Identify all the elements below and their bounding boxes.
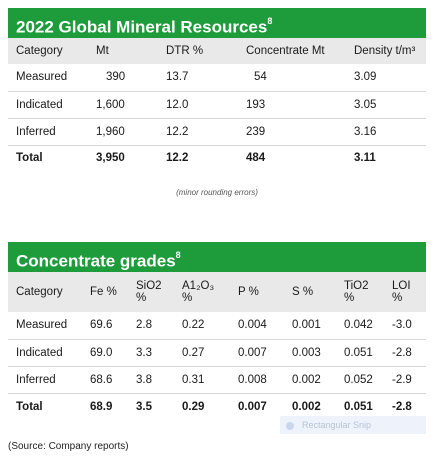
table-cell: 0.27 [174, 339, 230, 367]
table-cell: 69.0 [82, 339, 128, 367]
table-cell: 0.002 [292, 400, 321, 413]
table-header-row: Category Mt DTR % Concentrate Mt Density… [8, 38, 426, 64]
table-total-row: Total 3,950 12.2 484 3.11 [8, 145, 426, 171]
column-header: Density t/m³ [354, 45, 416, 57]
table-cell: Inferred [8, 118, 88, 146]
table-cell: 0.051 [344, 400, 373, 413]
table-row: Inferred 1,960 12.2 239 3.16 [8, 118, 426, 146]
table-cell: 2.8 [128, 312, 174, 340]
table-cell: 3.05 [346, 91, 426, 119]
table-cell: 0.004 [230, 312, 284, 340]
source-note: (Source: Company reports) [8, 441, 129, 452]
concentrate-grades-title: Concentrate grades8 [8, 242, 426, 272]
table-cell: Indicated [8, 339, 82, 367]
table-cell: 0.31 [174, 366, 230, 394]
table-cell: 54 [238, 64, 346, 92]
column-header: Category [16, 45, 63, 57]
table-cell: 3.16 [346, 118, 426, 146]
table-cell: 239 [238, 118, 346, 146]
concentrate-grades-table: Category Fe % SiO2% A1₂O₃% P % S % TiO2%… [8, 272, 426, 420]
table-cell: 1,600 [88, 91, 158, 119]
table-cell: 0.007 [238, 400, 267, 413]
table-cell: -3.0 [384, 312, 426, 340]
table-cell: 0.008 [230, 366, 284, 394]
table-cell: 1,960 [88, 118, 158, 146]
table-cell: 3.11 [354, 152, 376, 165]
table-cell: 0.003 [284, 339, 336, 367]
table-cell: Inferred [8, 366, 82, 394]
column-header: SiO2% [136, 280, 162, 304]
table-row: Inferred 68.6 3.8 0.31 0.008 0.002 0.052… [8, 366, 426, 394]
table-cell: 390 [88, 64, 158, 92]
table-cell: 0.052 [336, 366, 384, 394]
table-cell: 0.051 [336, 339, 384, 367]
column-header: Concentrate Mt [246, 45, 325, 57]
table-cell: 0.002 [284, 366, 336, 394]
concentrate-grades-panel: Concentrate grades8 Category Fe % SiO2% … [8, 242, 426, 420]
table-cell: 68.9 [90, 400, 113, 413]
table-cell: 69.6 [82, 312, 128, 340]
table-cell: 3.5 [136, 400, 152, 413]
table-cell: 0.22 [174, 312, 230, 340]
table-cell: 12.0 [158, 91, 238, 119]
column-header: LOI% [392, 280, 411, 304]
table-cell: Total [16, 400, 43, 413]
mineral-resources-table: Category Mt DTR % Concentrate Mt Density… [8, 38, 426, 171]
table-cell: 3.3 [128, 339, 174, 367]
table-cell: 3.09 [346, 64, 426, 92]
table-cell: -2.8 [392, 400, 412, 413]
mineral-resources-title: 2022 Global Mineral Resources8 [8, 8, 426, 38]
table-row: Indicated 69.0 3.3 0.27 0.007 0.003 0.05… [8, 339, 426, 367]
table-cell: 0.042 [336, 312, 384, 340]
column-header: P % [238, 286, 259, 298]
mineral-resources-panel: 2022 Global Mineral Resources8 Category … [8, 8, 426, 197]
rounding-note: (minor rounding errors) [176, 188, 258, 197]
table-row: Indicated 1,600 12.0 193 3.05 [8, 91, 426, 119]
table-cell: 12.2 [158, 118, 238, 146]
table-cell: 13.7 [158, 64, 238, 92]
table-cell: 0.29 [182, 400, 205, 413]
table-row: Measured 69.6 2.8 0.22 0.004 0.001 0.042… [8, 312, 426, 340]
table-cell: 193 [238, 91, 346, 119]
table-header-row: Category Fe % SiO2% A1₂O₃% P % S % TiO2%… [8, 272, 426, 312]
table-cell: -2.8 [384, 339, 426, 367]
table-cell: 68.6 [82, 366, 128, 394]
snip-icon [286, 421, 294, 430]
column-header: Category [16, 286, 63, 298]
table-cell: 3.8 [128, 366, 174, 394]
table-cell: 0.007 [230, 339, 284, 367]
snip-label: Rectangular Snip [302, 420, 372, 430]
table-cell: Measured [8, 312, 82, 340]
rectangular-snip-tooltip: Rectangular Snip [280, 416, 426, 434]
column-header: A1₂O₃% [182, 280, 215, 304]
table-cell: Total [16, 152, 43, 165]
table-cell: 0.001 [284, 312, 336, 340]
table-cell: 3,950 [96, 152, 125, 165]
table-row: Measured 390 13.7 54 3.09 [8, 64, 426, 92]
column-header: DTR % [166, 45, 204, 57]
table-cell: Measured [8, 64, 88, 92]
table-cell: -2.9 [384, 366, 426, 394]
column-header: Mt [96, 45, 109, 57]
column-header: Fe % [90, 286, 117, 298]
column-header: TiO2% [344, 280, 369, 304]
table-cell: Indicated [8, 91, 88, 119]
table-cell: 484 [246, 152, 266, 165]
column-header: S % [292, 286, 314, 298]
table-cell: 12.2 [166, 152, 189, 165]
table-total-row: Total 68.9 3.5 0.29 0.007 0.002 0.051 -2… [8, 393, 426, 420]
